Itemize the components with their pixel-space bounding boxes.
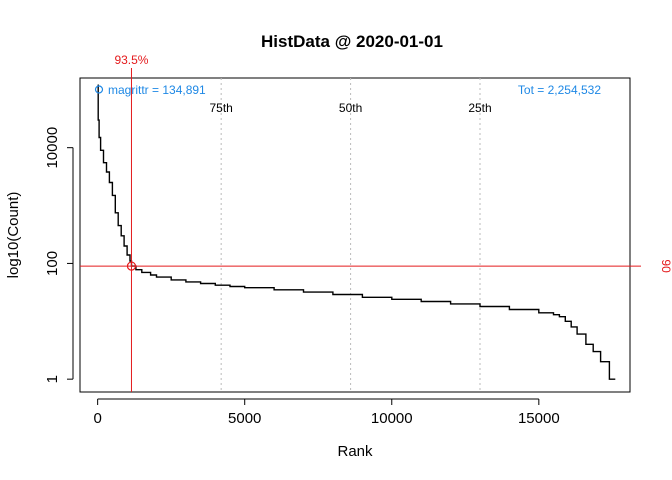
- chart-title: HistData @ 2020-01-01: [261, 32, 443, 51]
- y-tick-label: 1: [44, 375, 61, 383]
- plot-frame: [79, 77, 631, 393]
- legend-point-icon: [94, 85, 104, 94]
- x-tick-label: 5000: [228, 410, 261, 427]
- x-tick-label: 15000: [518, 410, 560, 427]
- x-axis: 0 5000 10000 15000: [93, 398, 560, 427]
- highlight-y-label: 90: [659, 259, 672, 273]
- percentile-label: 75th: [209, 101, 232, 115]
- percentile-label: 25th: [468, 101, 491, 115]
- y-axis-label: log10(Count): [5, 192, 22, 279]
- percentile-lines: 75th 50th 25th: [209, 78, 492, 392]
- x-tick-label: 10000: [371, 410, 413, 427]
- x-tick-label: 0: [93, 410, 101, 427]
- percentile-label: 50th: [339, 101, 362, 115]
- y-axis: 1 100 10000: [44, 127, 74, 383]
- total-label: Tot = 2,254,532: [518, 83, 601, 97]
- highlight-x-label: 93.5%: [114, 53, 148, 67]
- highlight-point: [126, 261, 137, 271]
- series-line: [97, 84, 616, 380]
- highlight-point-label: magrittr = 134,891: [108, 83, 206, 97]
- highlight-group: 93.5% 90 magrittr = 134,891: [80, 53, 672, 392]
- x-axis-label: Rank: [337, 443, 373, 460]
- y-tick-label: 100: [44, 251, 61, 276]
- y-tick-label: 10000: [44, 127, 61, 169]
- series-group: [97, 84, 616, 380]
